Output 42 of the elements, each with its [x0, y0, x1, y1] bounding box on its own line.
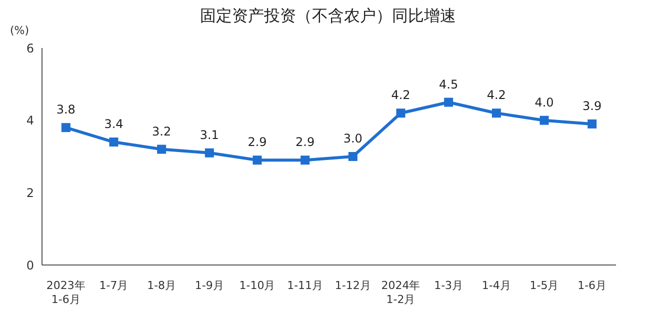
point: [396, 108, 406, 118]
y-tick-label: 0: [26, 258, 34, 272]
point: [588, 119, 597, 128]
x-tick-label: 1-6月: [578, 279, 607, 292]
x-tick-label: 1-11月: [287, 279, 324, 292]
data-label: 3.4: [104, 117, 124, 132]
x-tick-label: 1-3月: [434, 279, 464, 292]
x-tick-label: 1-9月: [194, 279, 224, 292]
y-tick-label: 4: [26, 114, 34, 128]
point: [204, 148, 214, 158]
point: [444, 98, 454, 107]
x-tick-label: 1-5月: [530, 279, 559, 292]
x-tick-label: 1-7月: [99, 279, 128, 292]
data-label: 3.0: [343, 132, 362, 146]
data-label: 3.1: [200, 128, 219, 142]
y-tick-label: 2: [26, 186, 34, 200]
data-label: 4.0: [534, 95, 554, 110]
data-label: 3.8: [56, 102, 76, 117]
x-tick-label: 1-10月: [239, 279, 276, 292]
point: [540, 116, 549, 125]
x-tick-label: 1-12月: [334, 279, 371, 292]
chart-title: 固定资产投资（不含农户）同比增速: [200, 6, 456, 25]
data-label: 3.9: [582, 98, 602, 113]
data-label: 4.2: [391, 88, 410, 102]
y-tick-label: 6: [26, 41, 34, 56]
point: [252, 156, 262, 165]
point: [109, 138, 118, 147]
point: [492, 108, 501, 118]
x-tick-label: 2024年 1-2月: [381, 279, 420, 306]
point: [61, 123, 70, 132]
point: [157, 144, 166, 154]
data-label: 4.2: [486, 88, 506, 102]
x-tick-label: 1-8月: [147, 279, 176, 292]
y-axis-title: (%): [10, 24, 30, 37]
data-label: 3.2: [152, 124, 172, 138]
point: [300, 156, 310, 165]
x-tick-label: 1-4月: [482, 279, 511, 292]
data-label: 2.9: [296, 135, 315, 150]
x-tick-label: 2023年 1-6月: [46, 279, 86, 306]
point: [348, 152, 358, 161]
data-label: 4.5: [439, 77, 458, 92]
data-label: 2.9: [248, 135, 267, 150]
